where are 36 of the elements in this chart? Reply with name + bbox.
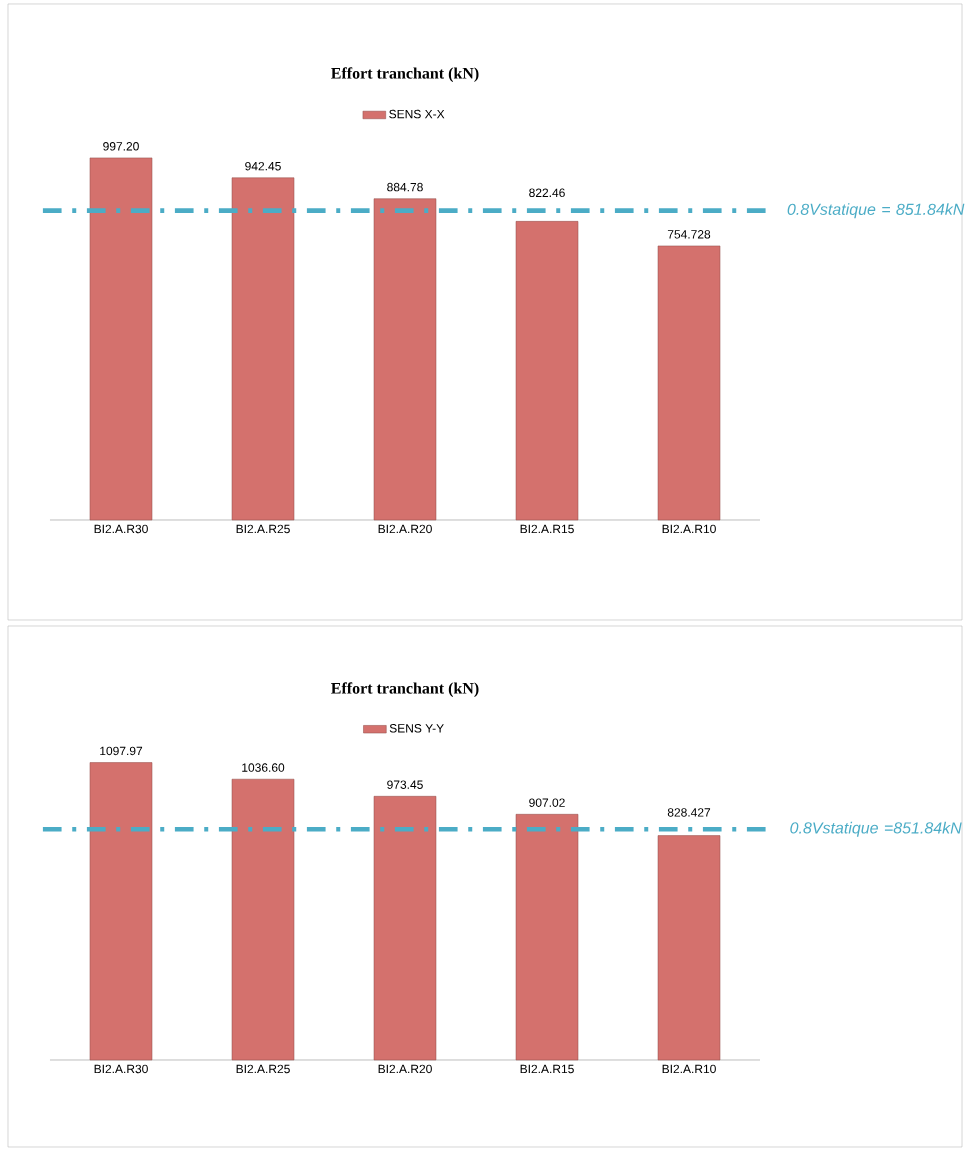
legend-label: SENS X-X [389, 109, 445, 119]
x-tick-label: BI2.A.R10 [662, 524, 717, 534]
bar [89, 762, 153, 1061]
data-label: 828.427 [668, 808, 711, 817]
bar [89, 157, 153, 521]
data-label: 997.20 [103, 142, 140, 151]
chart-title: Effort tranchant (kN) [331, 67, 479, 82]
data-label: 754.728 [668, 230, 711, 239]
bar [657, 245, 721, 521]
x-tick-label: BI2.A.R20 [378, 1064, 433, 1074]
bar [231, 778, 295, 1061]
legend-label: SENS Y-Y [389, 724, 445, 733]
data-label: 884.78 [387, 182, 424, 192]
data-label: 1036.60 [242, 763, 285, 772]
x-tick-label: BI2.A.R25 [236, 1064, 291, 1074]
x-tick-label: BI2.A.R30 [94, 1064, 149, 1074]
bar [373, 198, 437, 521]
ref-line-label: 0.8Vstatique =851.84kN [790, 821, 962, 837]
data-label: 907.02 [529, 798, 565, 807]
data-label: 973.45 [387, 780, 424, 789]
bar [231, 177, 295, 521]
x-tick-label: BI2.A.R30 [94, 524, 149, 534]
x-tick-label: BI2.A.R25 [236, 524, 291, 534]
bar [657, 835, 721, 1061]
data-label: 822.46 [529, 188, 566, 198]
x-tick-label: BI2.A.R15 [520, 524, 575, 534]
x-tick-label: BI2.A.R20 [378, 524, 433, 534]
x-tick-label: BI2.A.R15 [520, 1064, 575, 1074]
x-tick-label: BI2.A.R10 [662, 1064, 717, 1074]
bar [515, 814, 579, 1061]
chart-title: Effort tranchant (kN) [331, 682, 479, 697]
data-label: 942.45 [245, 161, 282, 171]
data-label: 1097.97 [100, 746, 143, 756]
bar [515, 221, 579, 521]
bar [373, 796, 437, 1061]
ref-line-label: 0.8Vstatique = 851.84kN [787, 203, 965, 219]
